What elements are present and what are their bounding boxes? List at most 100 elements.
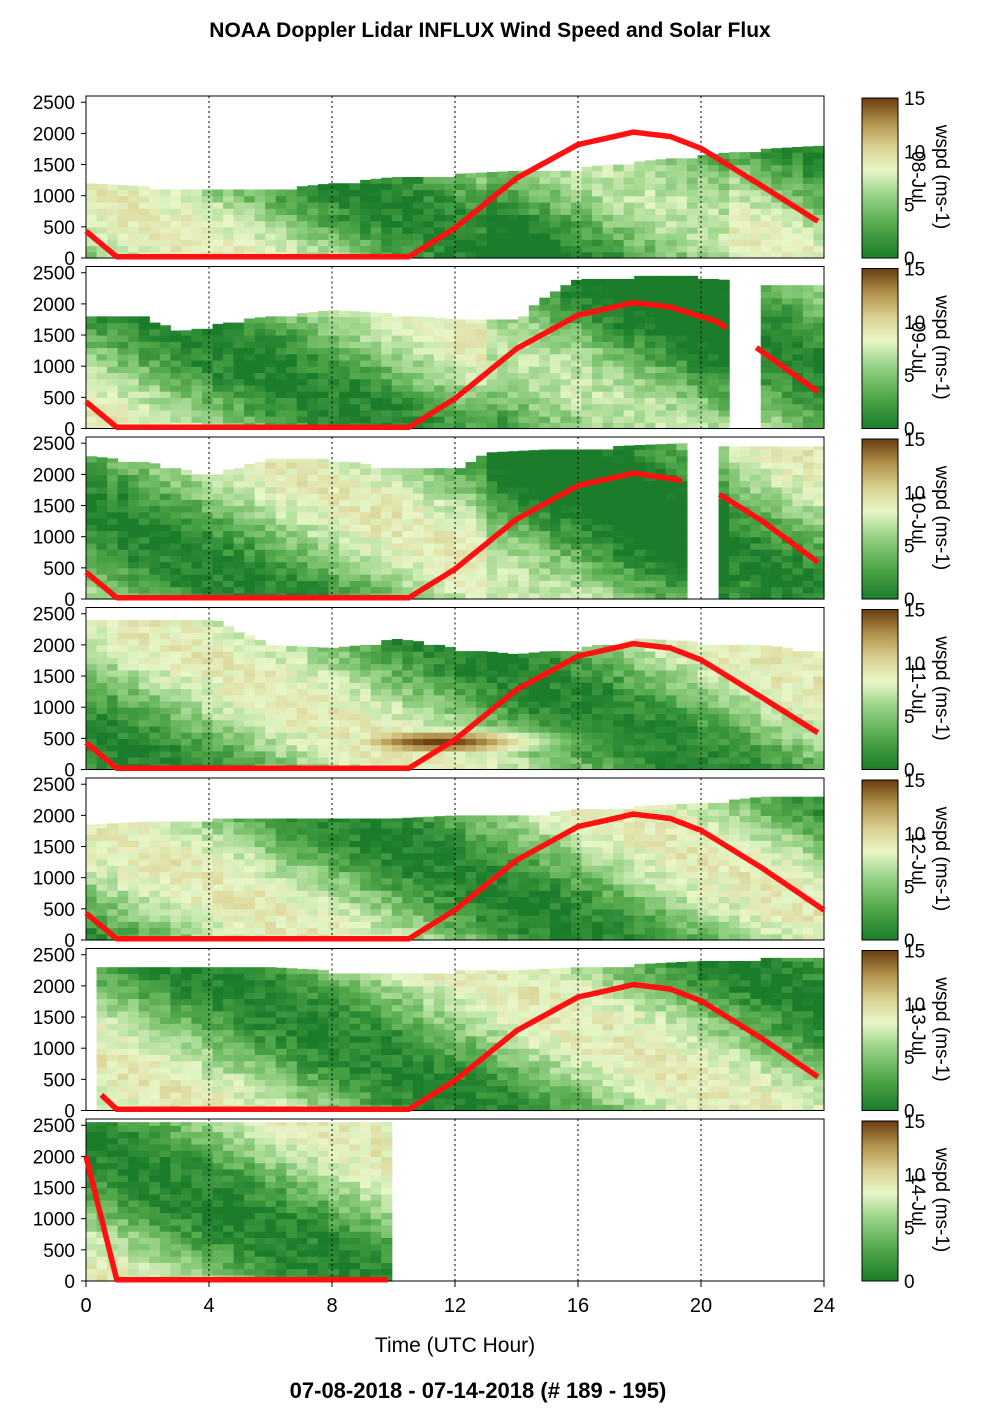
heatmap-cell <box>296 403 308 411</box>
heatmap-cell <box>412 372 424 380</box>
heatmap-cell <box>465 757 477 764</box>
heatmap-cell <box>486 233 498 240</box>
heatmap-cell <box>307 316 319 324</box>
heatmap-cell <box>486 416 498 423</box>
heatmap-cell <box>296 341 308 349</box>
heatmap-cell <box>275 233 287 240</box>
heatmap-cell <box>518 663 530 671</box>
heatmap-cell <box>170 239 182 247</box>
heatmap-cell <box>655 542 667 550</box>
heatmap-cell <box>96 251 108 259</box>
heatmap-cell <box>813 580 825 588</box>
heatmap-cell <box>381 493 393 500</box>
heatmap-cell <box>781 422 793 430</box>
heatmap-cell <box>159 372 171 380</box>
heatmap-cell <box>507 341 519 349</box>
heatmap-cell <box>391 750 403 758</box>
heatmap-cell <box>275 651 287 658</box>
heatmap-cell <box>107 486 119 494</box>
heatmap-cell <box>697 409 709 417</box>
heatmap-cell <box>254 328 266 336</box>
heatmap-cell <box>623 335 635 342</box>
heatmap-cell <box>655 518 667 525</box>
heatmap-cell <box>159 669 171 677</box>
heatmap-cell <box>602 719 614 727</box>
heatmap-cell <box>507 719 519 727</box>
heatmap-cell <box>718 561 730 569</box>
heatmap-cell <box>497 220 509 228</box>
heatmap-cell <box>634 493 646 500</box>
heatmap-cell <box>518 530 530 538</box>
heatmap-cell <box>455 195 467 203</box>
heatmap-cell <box>370 189 382 197</box>
heatmap-cell <box>391 688 403 696</box>
heatmap-cell <box>676 328 688 336</box>
heatmap-cell <box>686 359 699 367</box>
heatmap-cell <box>444 322 456 330</box>
heatmap-cell <box>507 542 519 550</box>
heatmap-cell <box>455 359 467 367</box>
heatmap-cell <box>539 518 551 525</box>
heatmap-cell <box>718 220 730 228</box>
heatmap-cell <box>539 183 551 191</box>
heatmap-cell <box>455 251 467 259</box>
heatmap-cell <box>191 580 203 588</box>
heatmap-cell <box>539 657 551 665</box>
heatmap-cell <box>265 567 277 575</box>
heatmap-cell <box>117 505 129 513</box>
heatmap-cell <box>433 524 446 532</box>
heatmap-cell <box>729 220 741 228</box>
heatmap-cell <box>349 311 361 317</box>
heatmap-cell <box>507 226 519 234</box>
heatmap-cell <box>370 511 382 519</box>
heatmap-cell <box>149 555 161 563</box>
heatmap-cell <box>602 347 614 355</box>
heatmap-cell <box>676 474 688 482</box>
heatmap-cell <box>233 542 245 550</box>
heatmap-cell <box>370 757 382 764</box>
heatmap-cell <box>676 303 688 311</box>
heatmap-cell <box>655 422 667 430</box>
heatmap-cell <box>665 511 677 519</box>
heatmap-cell <box>180 366 193 374</box>
heatmap-cell <box>423 561 435 569</box>
heatmap-cell <box>634 353 646 361</box>
heatmap-cell <box>107 397 119 405</box>
heatmap-cell <box>233 757 245 764</box>
heatmap-cell <box>592 170 604 178</box>
heatmap-cell <box>254 700 266 708</box>
heatmap-cell <box>486 397 498 405</box>
heatmap-cell <box>180 542 193 550</box>
heatmap-cell <box>307 397 319 405</box>
heatmap-cell <box>655 189 667 197</box>
heatmap-cell <box>402 542 414 550</box>
heatmap-cell <box>317 184 330 191</box>
heatmap-cell <box>465 505 477 513</box>
heatmap-cell <box>180 330 193 336</box>
heatmap-cell <box>644 366 656 374</box>
heatmap-cell <box>718 335 730 342</box>
heatmap-cell <box>201 328 214 336</box>
heatmap-cell <box>729 480 741 488</box>
heatmap-cell <box>486 574 498 581</box>
heatmap-cell <box>349 226 361 234</box>
heatmap-cell <box>423 372 435 380</box>
heatmap-cell <box>528 542 540 550</box>
heatmap-cell <box>665 542 677 550</box>
heatmap-cell <box>665 468 677 475</box>
heatmap-cell <box>781 158 793 166</box>
heatmap-cell <box>655 549 667 556</box>
heatmap-cell <box>549 366 562 374</box>
heatmap-cell <box>86 416 98 423</box>
heatmap-cell <box>518 574 530 581</box>
heatmap-cell <box>128 511 140 519</box>
heatmap-cell <box>455 409 467 417</box>
heatmap-cell <box>560 567 572 575</box>
heatmap-cell <box>602 682 614 690</box>
heatmap-cell <box>623 580 635 588</box>
heatmap-cell <box>96 626 108 634</box>
heatmap-cell <box>455 474 467 482</box>
heatmap-cell <box>296 555 308 563</box>
heatmap-cell <box>180 530 193 538</box>
heatmap-cell <box>159 518 171 525</box>
